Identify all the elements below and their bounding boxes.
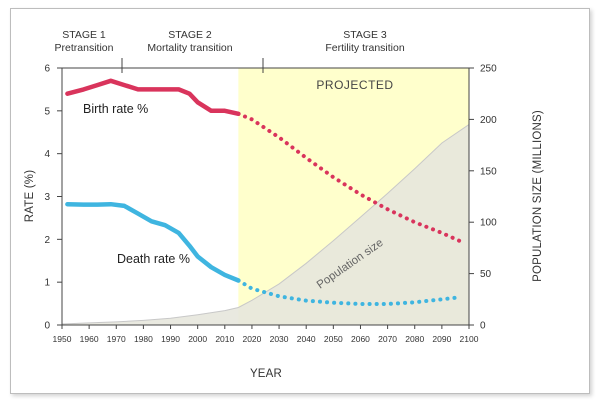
x-axis-label: YEAR [250, 368, 282, 380]
death-rate-line [65, 201, 241, 283]
y-tick-label-right: 200 [480, 115, 497, 126]
y-axis-right-label: POPULATION SIZE (MILLIONS) [532, 110, 544, 282]
x-tick-label: 1950 [53, 334, 72, 344]
y-tick-label-right: 0 [480, 321, 486, 332]
y-tick-label-right: 50 [480, 269, 492, 280]
x-tick-label: 2000 [188, 334, 207, 344]
population-edge-line [62, 124, 469, 325]
stage-1-label: STAGE 1 [62, 29, 106, 41]
y-tick-label-left: 6 [44, 64, 50, 75]
x-axis-ticks: 1950 1960 1970 1980 1990 2000 2010 2020 2030 2040… [53, 325, 479, 344]
death-rate-projected-line [236, 278, 463, 306]
x-tick-label: 2080 [405, 334, 424, 344]
x-tick-label: 2010 [215, 334, 234, 344]
y-tick-label-right: 150 [480, 166, 497, 177]
x-tick-label: 1960 [80, 334, 99, 344]
y-tick-label-right: 250 [480, 64, 497, 75]
x-tick-label: 2020 [242, 334, 261, 344]
x-tick-label: 2040 [297, 334, 316, 344]
y-tick-label-left: 1 [44, 278, 50, 289]
x-tick-label: 2050 [324, 334, 343, 344]
x-tick-label: 2030 [270, 334, 289, 344]
stage-3-sublabel: Fertility transition [325, 42, 405, 54]
y-tick-label-left: 5 [44, 106, 50, 117]
x-tick-label: 1970 [107, 334, 126, 344]
y-tick-label-left: 4 [44, 149, 50, 160]
x-tick-label: 2100 [460, 334, 479, 344]
y-tick-label-left: 3 [44, 192, 50, 203]
death-rate-label: Death rate % [117, 252, 190, 266]
population-area [62, 124, 469, 325]
y-tick-label-right: 100 [480, 218, 497, 229]
y-tick-label-left: 2 [44, 235, 50, 246]
stage-1-sublabel: Pretransition [55, 42, 114, 54]
y-axis-right-ticks: 0 50 100 150 200 250 [469, 64, 497, 332]
projected-label: PROJECTED [316, 78, 393, 92]
x-tick-label: 2060 [351, 334, 370, 344]
y-axis-left-label: RATE (%) [24, 170, 36, 223]
stage-3-label: STAGE 3 [343, 29, 387, 41]
x-tick-label: 2070 [378, 334, 397, 344]
y-tick-label-left: 0 [44, 321, 50, 332]
x-tick-label: 2090 [432, 334, 451, 344]
stage-2-label: STAGE 2 [168, 29, 212, 41]
x-tick-label: 1990 [161, 334, 180, 344]
x-tick-label: 1980 [134, 334, 153, 344]
stage-2-sublabel: Mortality transition [147, 42, 232, 54]
y-axis-left-ticks: 0 1 2 3 4 5 6 [44, 64, 62, 332]
birth-rate-label: Birth rate % [83, 102, 148, 116]
birth-rate-line [65, 78, 241, 117]
